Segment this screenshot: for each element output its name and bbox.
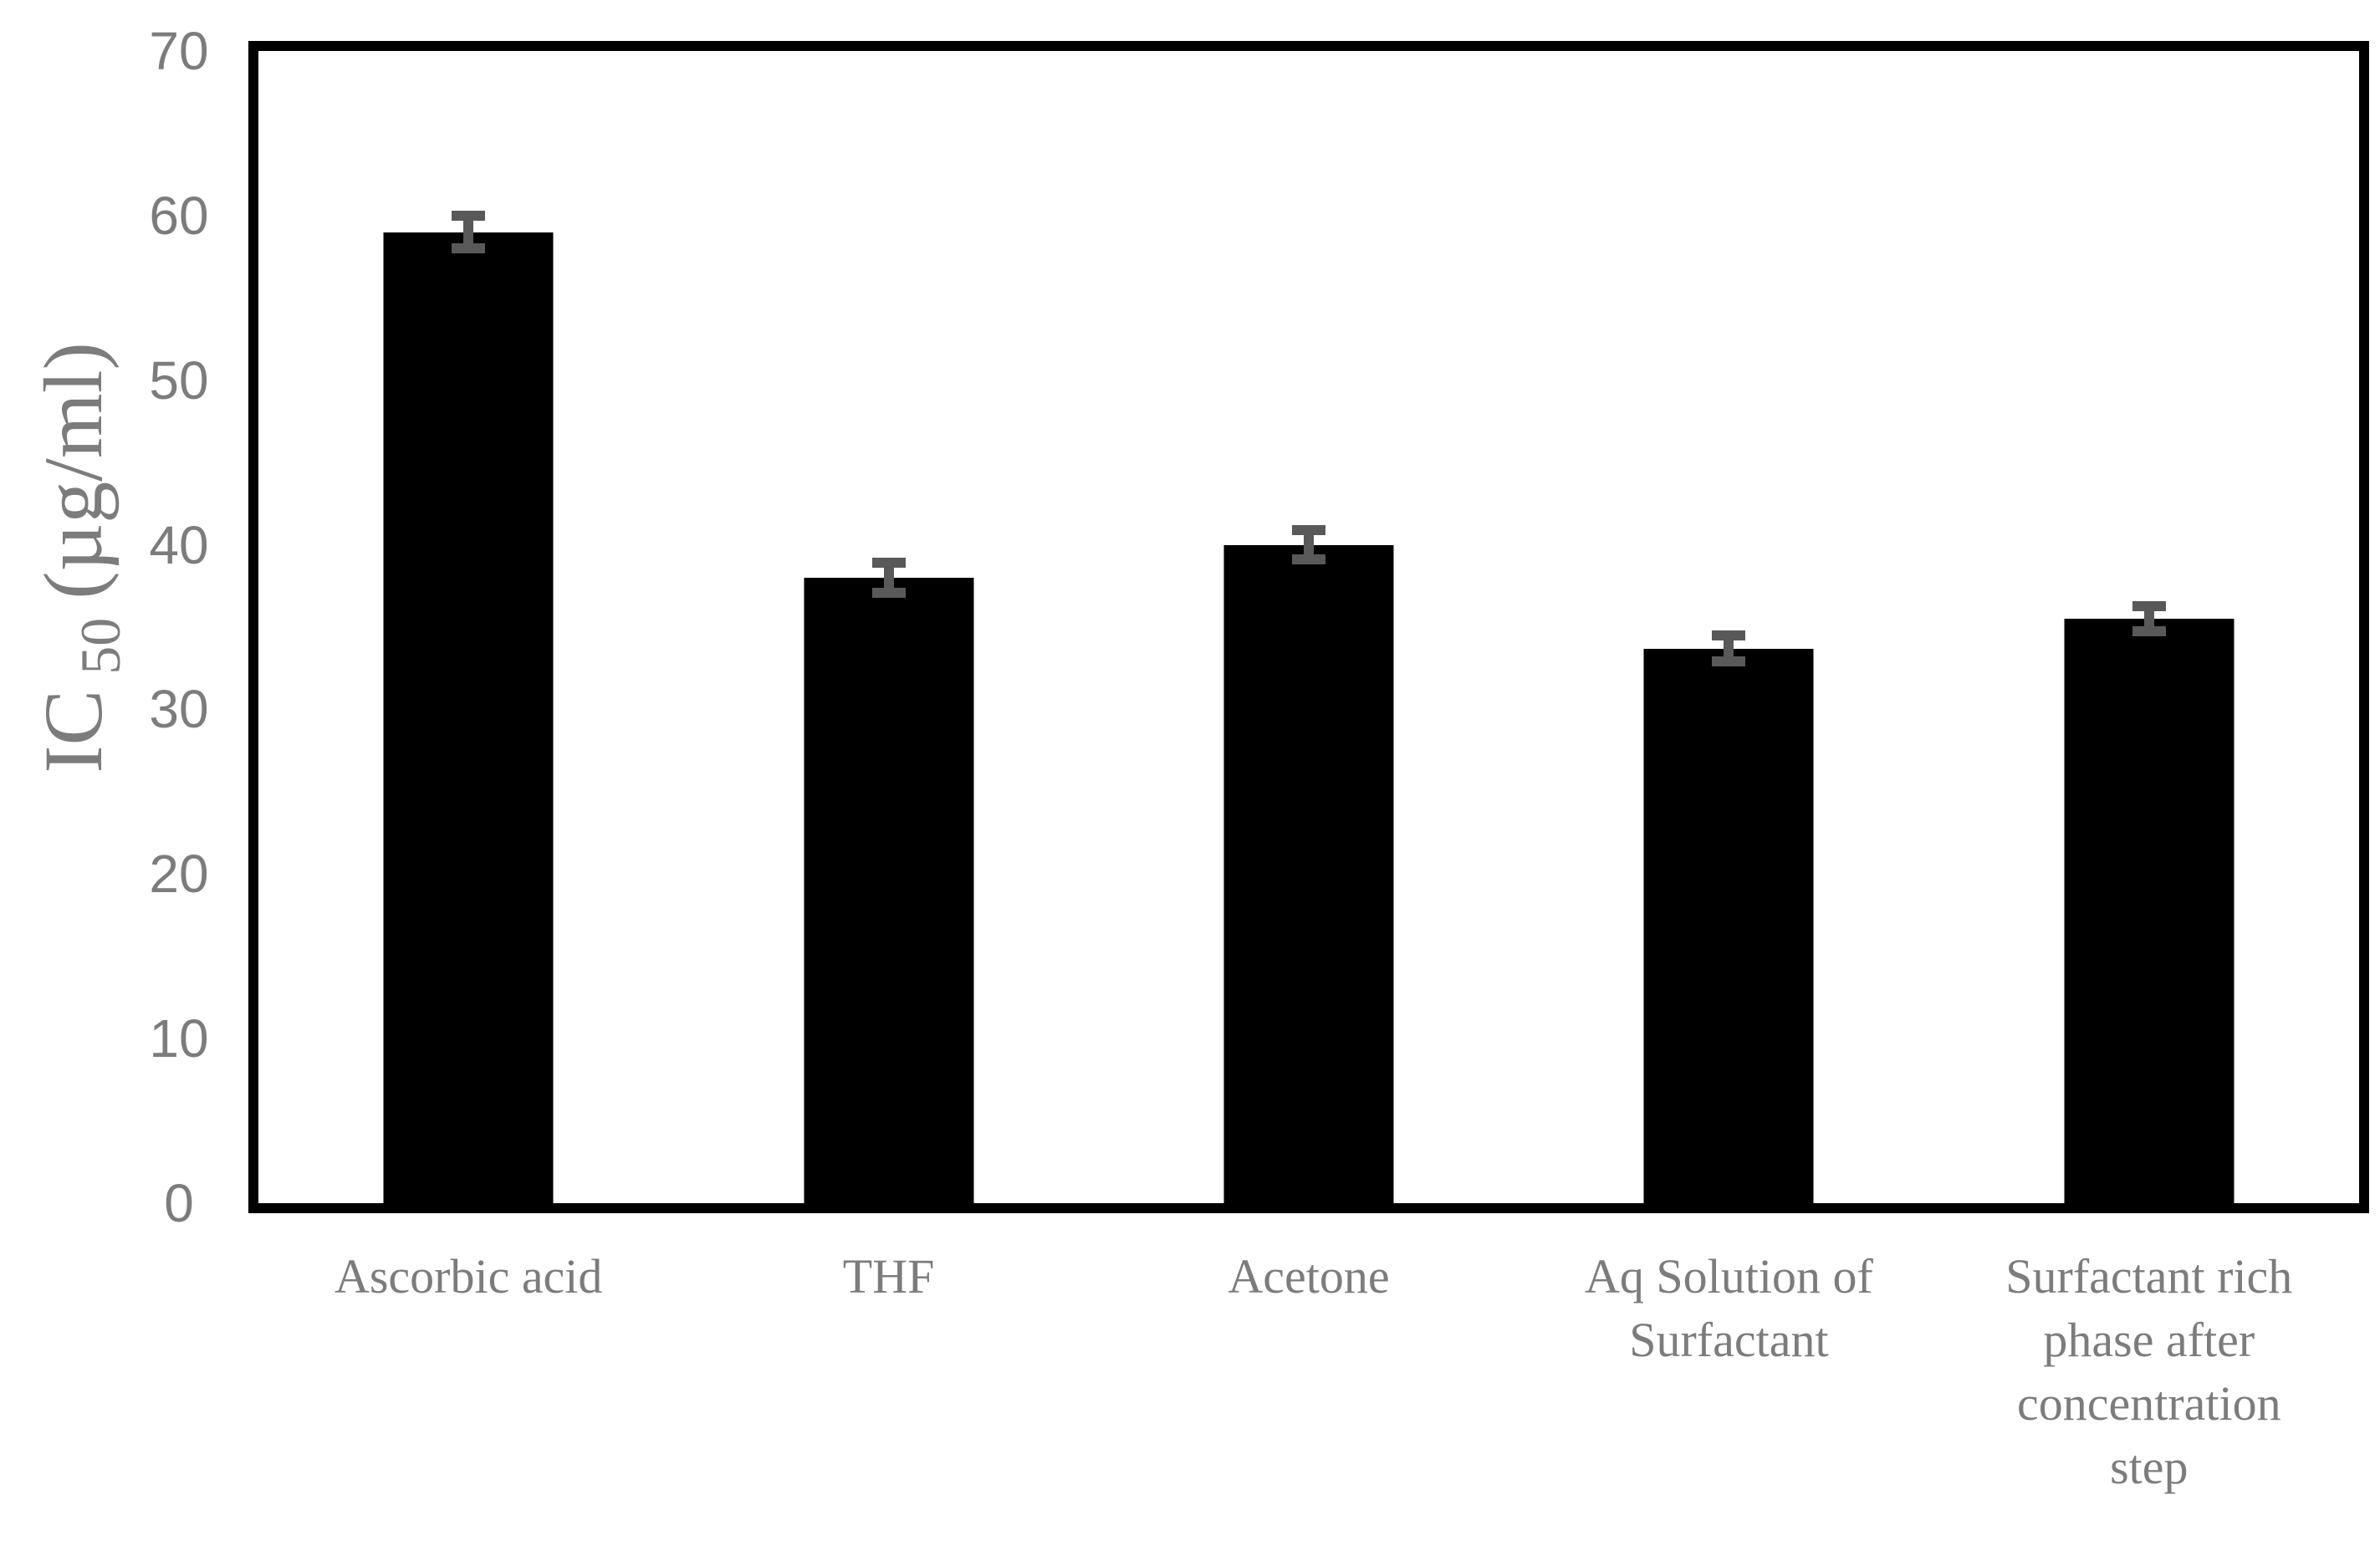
y-tick-label-20: 20: [149, 844, 209, 905]
y-axis-title-unit: (µg/ml): [27, 342, 120, 599]
x-category-label-line: phase after: [2043, 1313, 2255, 1367]
y-tick-label-40: 40: [149, 514, 209, 575]
error-bar: [871, 558, 906, 598]
error-bar: [1712, 630, 1746, 667]
error-bar-cap-top: [871, 558, 906, 569]
bar-aq-solution-of-surfactant: [1643, 648, 1814, 1203]
y-axis-title: IC 50 (µg/ml): [27, 342, 132, 773]
bar-slot: [1939, 51, 2359, 1203]
x-category-label-4: Aq Solution of Surfactant: [1585, 1245, 1873, 1372]
error-bar-cap-bottom: [1292, 554, 1326, 565]
bar-slot: [1099, 51, 1519, 1203]
bar-acetone: [1223, 544, 1394, 1203]
bar-slot: [678, 51, 1098, 1203]
y-tick-label-50: 50: [149, 349, 209, 411]
error-bar-cap-bottom: [2132, 625, 2166, 636]
x-category-label-line: Surfactant: [1629, 1313, 1829, 1367]
x-category-label-line: Surfactant rich: [2005, 1249, 2293, 1304]
error-bar-stem: [463, 210, 474, 254]
x-category-label-line: Acetone: [1228, 1249, 1390, 1304]
error-bar-cap-top: [2132, 601, 2166, 612]
y-axis-title-prefix: IC: [27, 689, 120, 773]
error-bar: [1292, 524, 1326, 565]
bar-surfactant-rich-phase-after-concentration-step: [2064, 619, 2234, 1203]
x-category-label-line: THF: [842, 1249, 935, 1304]
error-bar: [452, 210, 486, 254]
error-bar-cap-top: [452, 210, 486, 221]
error-bar-cap-bottom: [452, 243, 486, 254]
error-bar-cap-bottom: [871, 587, 906, 598]
bar-thf: [804, 577, 974, 1203]
error-bar-cap-bottom: [1712, 656, 1746, 667]
y-tick-label-0: 0: [164, 1173, 194, 1233]
bar-slot: [1519, 51, 1938, 1203]
error-bar-cap-top: [1712, 630, 1746, 640]
y-tick-label-60: 60: [149, 185, 209, 246]
x-category-label-2: THF: [843, 1245, 935, 1309]
x-category-label-5: Surfactant rich phase after concentration s…: [2005, 1245, 2292, 1499]
y-tick-label-30: 30: [149, 679, 209, 740]
x-category-label-line: Aq Solution of: [1584, 1249, 1873, 1304]
y-axis-title-subscript: 50: [69, 617, 132, 675]
bar-ascorbic-acid: [383, 232, 554, 1203]
plot-area: [248, 41, 2369, 1213]
x-category-label-line: Ascorbic acid: [334, 1249, 603, 1304]
error-bar-cap-top: [1292, 524, 1326, 535]
x-category-label-1: Ascorbic acid: [335, 1245, 602, 1309]
bar-slot: [258, 51, 678, 1203]
y-tick-label-70: 70: [149, 21, 209, 81]
x-category-label-line: step: [2110, 1440, 2188, 1494]
error-bar: [2132, 601, 2166, 636]
x-category-label-3: Acetone: [1228, 1245, 1389, 1309]
y-tick-label-10: 10: [149, 1008, 209, 1069]
x-category-label-line: concentration: [2016, 1376, 2281, 1431]
